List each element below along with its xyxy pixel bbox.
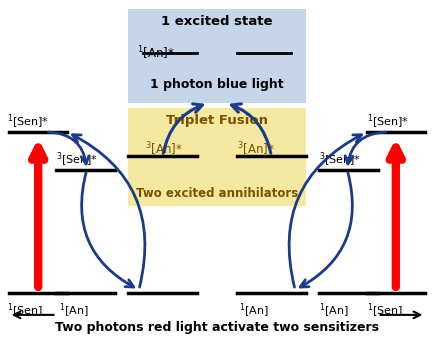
Text: $^1$[Sen]: $^1$[Sen] bbox=[7, 301, 43, 320]
Text: $^1$[An]: $^1$[An] bbox=[59, 301, 89, 320]
Text: $^1$[Sen]: $^1$[Sen] bbox=[367, 301, 403, 320]
Text: $^1$[An]*: $^1$[An]* bbox=[137, 44, 174, 62]
Text: $^3$[An]*: $^3$[An]* bbox=[145, 140, 183, 158]
Bar bbox=[128, 108, 306, 206]
Text: $^3$[Sen]*: $^3$[Sen]* bbox=[319, 150, 361, 169]
Bar bbox=[128, 9, 306, 103]
Text: Triplet Fusion: Triplet Fusion bbox=[166, 114, 268, 127]
Text: 1 photon blue light: 1 photon blue light bbox=[150, 78, 284, 91]
Text: $^3$[Sen]*: $^3$[Sen]* bbox=[56, 150, 99, 169]
Text: Two excited annihilators: Two excited annihilators bbox=[136, 187, 298, 200]
Text: $^1$[Sen]*: $^1$[Sen]* bbox=[367, 113, 409, 131]
Text: $^1$[An]: $^1$[An] bbox=[319, 301, 349, 320]
Text: $^1$[Sen]*: $^1$[Sen]* bbox=[7, 113, 49, 131]
Text: 1 excited state: 1 excited state bbox=[161, 15, 273, 28]
Text: Two photons red light activate two sensitizers: Two photons red light activate two sensi… bbox=[55, 321, 379, 334]
Text: $^1$[An]: $^1$[An] bbox=[239, 301, 269, 320]
Text: $^3$[An]*: $^3$[An]* bbox=[237, 140, 274, 158]
